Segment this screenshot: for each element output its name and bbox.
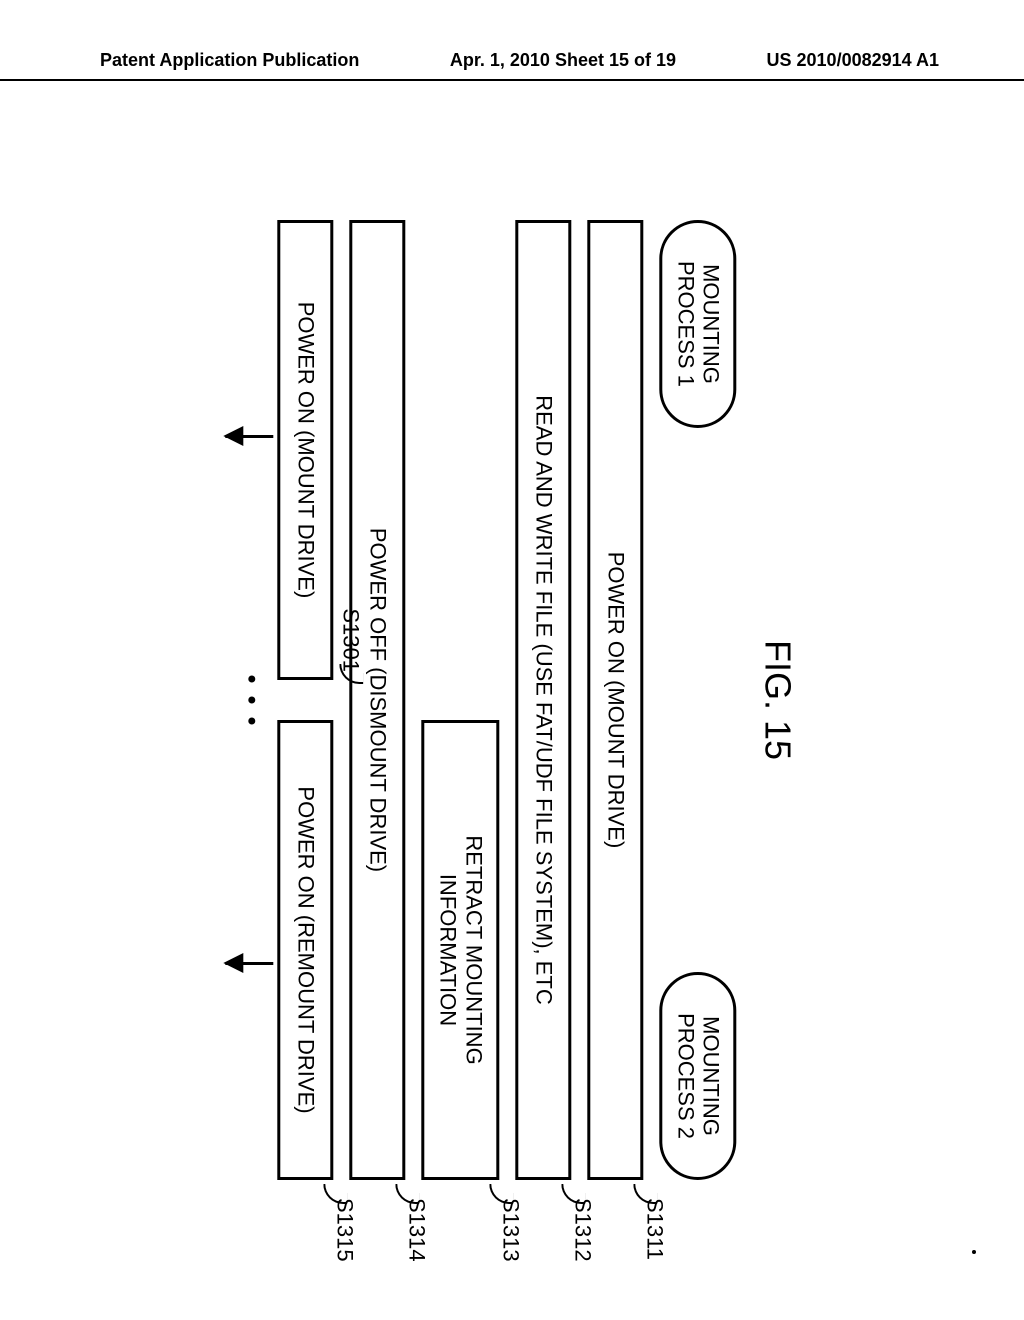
arrow-down-icon (226, 435, 274, 438)
step-s1313-tag: S1313 (498, 1198, 524, 1262)
mounting-process-2: MOUNTING PROCESS 2 (660, 972, 737, 1180)
process1-line1: MOUNTING (698, 264, 723, 384)
step-s1301-tag: S1301 (338, 608, 364, 672)
step-s1311-box: POWER ON (MOUNT DRIVE) (588, 220, 644, 1180)
header-patent-number: US 2010/0082914 A1 (767, 50, 939, 71)
step-s1315-tag: S1315 (332, 1198, 358, 1262)
step-s1301-box: POWER ON (MOUNT DRIVE) (278, 220, 334, 680)
stray-dot-icon (972, 1250, 976, 1254)
page-header: Patent Application Publication Apr. 1, 2… (0, 50, 1024, 81)
step-s1311: POWER ON (MOUNT DRIVE) S1311 (588, 220, 644, 1180)
step-s1313: RETRACT MOUNTING INFORMATION S1313 (422, 220, 500, 1180)
process2-line2: PROCESS 2 (673, 1013, 698, 1139)
header-publication: Patent Application Publication (100, 50, 359, 71)
step-s1311-tag: S1311 (642, 1198, 668, 1260)
step-split-row: POWER ON (MOUNT DRIVE) S1301 POWER ON (R… (278, 220, 334, 1180)
step-s1312: READ AND WRITE FILE (USE FAT/UDF FILE SY… (516, 220, 572, 1180)
arrow-down-icon (226, 962, 274, 965)
arrow-row (226, 220, 274, 1180)
step-s1315-label: POWER ON (REMOUNT DRIVE) (293, 786, 319, 1113)
process-start-row: MOUNTING PROCESS 1 MOUNTING PROCESS 2 (660, 220, 737, 1180)
figure-title: FIG. 15 (756, 220, 798, 1180)
process2-line1: MOUNTING (698, 1016, 723, 1136)
step-s1314-box: POWER OFF (DISMOUNT DRIVE) (350, 220, 406, 1180)
header-date-sheet: Apr. 1, 2010 Sheet 15 of 19 (450, 50, 676, 71)
figure-container: FIG. 15 MOUNTING PROCESS 1 MOUNTING PROC… (226, 220, 799, 1180)
step-s1301-wrap: POWER ON (MOUNT DRIVE) S1301 (278, 220, 334, 680)
step-s1315-box: POWER ON (REMOUNT DRIVE) (278, 720, 334, 1180)
step-s1312-tag: S1312 (570, 1198, 596, 1262)
step-s1313-box: RETRACT MOUNTING INFORMATION (422, 720, 500, 1180)
step-s1313-line1: RETRACT MOUNTING (461, 835, 486, 1064)
step-s1311-label: POWER ON (MOUNT DRIVE) (603, 552, 629, 849)
step-s1314-label: POWER OFF (DISMOUNT DRIVE) (365, 528, 391, 872)
process1-line2: PROCESS 1 (673, 261, 698, 387)
step-s1312-box: READ AND WRITE FILE (USE FAT/UDF FILE SY… (516, 220, 572, 1180)
step-s1314-tag: S1314 (404, 1198, 430, 1262)
step-s1314: POWER OFF (DISMOUNT DRIVE) S1314 (350, 220, 406, 1180)
step-s1315-wrap: POWER ON (REMOUNT DRIVE) S1315 (278, 720, 334, 1180)
step-s1313-line2: INFORMATION (436, 874, 461, 1026)
ellipsis-icon (249, 676, 256, 725)
mounting-process-1: MOUNTING PROCESS 1 (660, 220, 737, 428)
step-s1301-label: POWER ON (MOUNT DRIVE) (293, 302, 319, 599)
step-s1312-label: READ AND WRITE FILE (USE FAT/UDF FILE SY… (531, 395, 557, 1005)
